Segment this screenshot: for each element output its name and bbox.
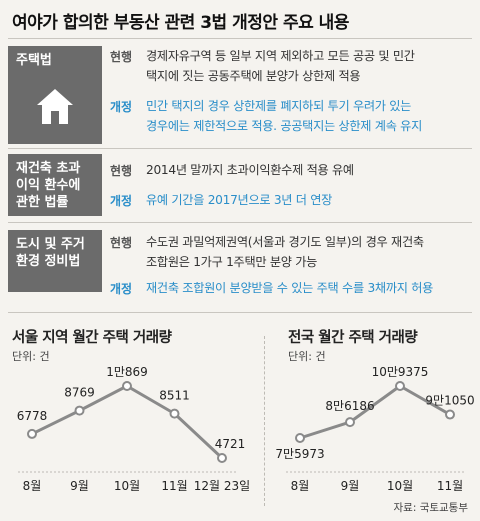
national-point — [295, 433, 305, 443]
revised-label: 개정 — [110, 194, 133, 208]
national-tick-label: 9월 — [341, 479, 360, 493]
seoul-point — [27, 428, 37, 439]
seoul-point — [217, 453, 227, 463]
current-label: 현행 — [110, 50, 133, 64]
national-data-label: 9만1050 — [425, 394, 474, 408]
seoul-tick-label: 9월 — [70, 479, 89, 493]
seoul-chart-title: 서울 지역 월간 주택 거래량 — [12, 330, 172, 346]
law-box-urban: 도시 및 주거 환경 정비법 — [8, 230, 102, 292]
seoul-data-label: 8511 — [159, 389, 190, 403]
national-data-label: 7만5973 — [275, 447, 324, 461]
national-point — [445, 409, 455, 420]
chart-separator — [264, 336, 265, 506]
seoul-tick-label: 12월 23일 — [194, 479, 250, 493]
seoul-data-label: 4721 — [215, 437, 246, 451]
house-icon — [37, 89, 73, 124]
law-name: 재건축 초과 이익 환수에 관한 법률 — [16, 161, 81, 210]
law-revised-text: 민간 택지의 경우 상한제를 폐지하되 투기 우려가 있는 경우에는 제한적으로 … — [146, 99, 423, 133]
source-note: 자료: 국토교통부 — [393, 502, 469, 514]
national-chart-title: 전국 월간 주택 거래량 — [288, 330, 418, 346]
national-point — [345, 417, 355, 428]
seoul-unit: 단위: 건 — [12, 350, 50, 363]
seoul-series-line — [31, 384, 224, 460]
law-revised-text: 재건축 조합원이 분양받을 수 있는 주택 수를 3채까지 허용 — [146, 281, 434, 295]
seoul-point — [169, 408, 180, 419]
seoul-data-label: 8769 — [64, 386, 95, 400]
divider — [8, 148, 472, 149]
revised-label: 개정 — [110, 100, 133, 114]
national-line-chart: 7만5973 8월 8만6186 9월 10만9375 10월 9만1050 11월 — [275, 365, 474, 493]
seoul-tick-label: 10월 — [114, 479, 140, 493]
revised-label: 개정 — [110, 282, 133, 296]
national-unit: 단위: 건 — [288, 350, 326, 363]
seoul-data-label: 1만869 — [106, 365, 148, 379]
law-revised-text: 유예 기간을 2017년으로 3년 더 연장 — [146, 193, 333, 207]
national-data-label: 8만6186 — [325, 399, 374, 413]
divider — [8, 222, 472, 223]
current-label: 현행 — [110, 164, 133, 178]
national-point — [395, 381, 405, 391]
law-box-reconstruction: 재건축 초과 이익 환수에 관한 법률 — [8, 154, 102, 216]
seoul-tick-label: 11월 — [161, 479, 187, 493]
divider — [8, 38, 472, 39]
law-current-text: 수도권 과밀억제권역(서울과 경기도 일부)의 경우 재건축 조합원은 1가구 1… — [146, 235, 424, 269]
law-current-text: 2014년 말까지 초과이익환수제 적용 유예 — [146, 163, 354, 177]
page-title: 여야가 합의한 부동산 관련 3법 개정안 주요 내용 — [12, 13, 349, 33]
current-label: 현행 — [110, 236, 133, 250]
seoul-data-label: 6778 — [17, 409, 48, 423]
national-tick-label: 11월 — [437, 479, 463, 493]
national-series-line — [299, 384, 451, 440]
law-name: 주택법 — [16, 53, 52, 68]
divider — [8, 312, 472, 313]
seoul-line-chart: 6778 8월 8769 9월 1만869 10월 8511 11월 4721 12월 23일 — [17, 365, 250, 493]
seoul-point — [122, 381, 132, 391]
law-box-housing: 주택법 — [8, 46, 102, 144]
national-tick-label: 10월 — [387, 479, 413, 493]
seoul-tick-label: 8월 — [23, 479, 42, 493]
national-data-label: 10만9375 — [372, 365, 429, 379]
national-tick-label: 8월 — [291, 479, 310, 493]
seoul-point — [74, 405, 85, 416]
law-name: 도시 및 주거 환경 정비법 — [16, 237, 85, 269]
law-current-text: 경제자유구역 등 일부 지역 제외하고 모든 공공 및 민간 택지에 짓는 공동주… — [146, 49, 415, 83]
